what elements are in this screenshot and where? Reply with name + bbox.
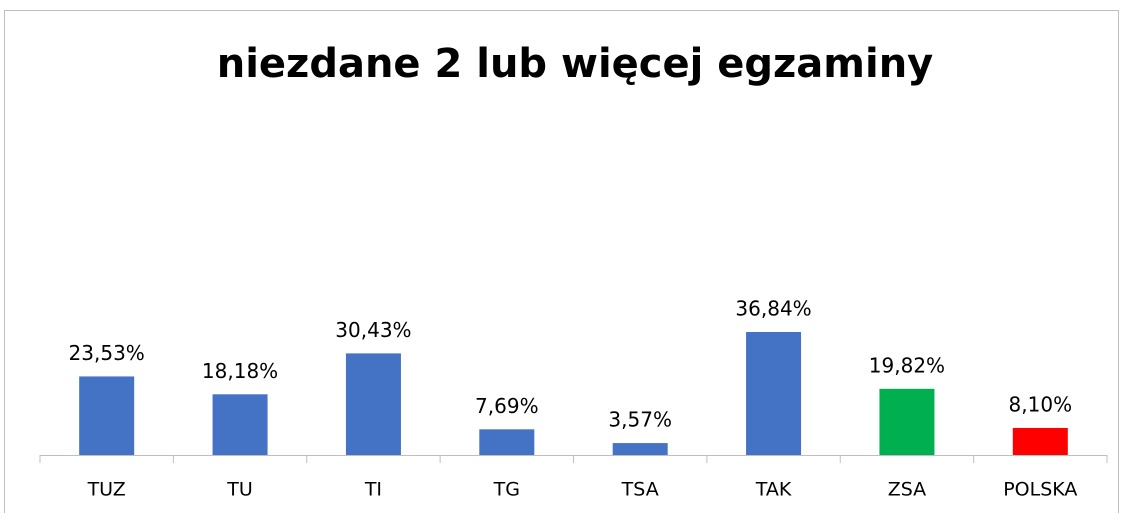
bar: [879, 388, 935, 455]
bar: [1012, 427, 1068, 455]
value-label: 30,43%: [335, 318, 411, 342]
value-label: 7,69%: [475, 394, 539, 418]
x-tick-label: ZSA: [888, 479, 926, 501]
bar: [345, 353, 401, 455]
value-label: 8,10%: [1009, 392, 1073, 416]
value-label: 3,57%: [608, 408, 672, 432]
x-tick-label: TI: [364, 479, 382, 501]
value-label: 23,53%: [69, 341, 145, 365]
x-tick-label: TU: [226, 479, 253, 501]
bar: [479, 429, 535, 455]
value-label: 19,82%: [869, 353, 945, 377]
bar: [612, 443, 668, 455]
x-tick-label: TAK: [755, 479, 792, 501]
value-label: 36,84%: [735, 297, 811, 321]
value-label: 18,18%: [202, 359, 278, 383]
x-tick-label: POLSKA: [1003, 479, 1077, 501]
bar: [79, 376, 135, 455]
x-tick-label: TG: [493, 479, 520, 501]
bar: [746, 332, 802, 455]
bar: [212, 394, 268, 455]
x-tick-label: TUZ: [87, 479, 126, 501]
chart-title: niezdane 2 lub więcej egzaminy: [217, 41, 934, 87]
x-tick-label: TSA: [621, 479, 659, 501]
